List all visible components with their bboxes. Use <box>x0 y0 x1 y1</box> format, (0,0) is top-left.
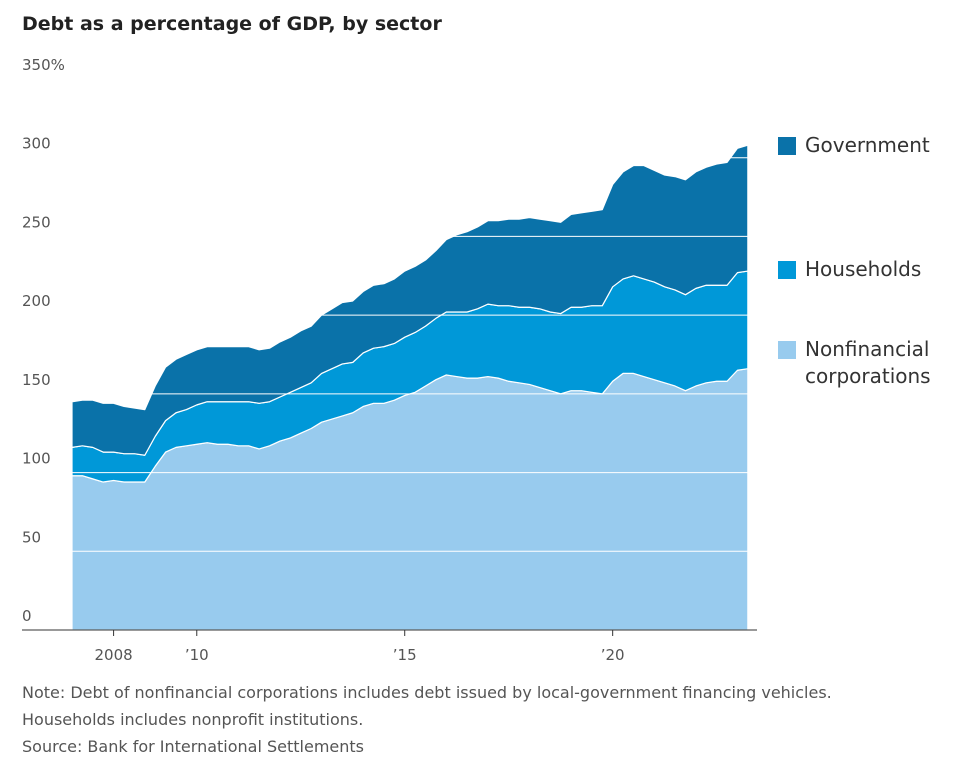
legend-swatch <box>778 261 796 279</box>
legend-label: Households <box>805 257 922 281</box>
x-tick-label: ’10 <box>185 646 209 664</box>
y-tick-label: 200 <box>22 292 51 310</box>
x-tick-label: 2008 <box>94 646 132 664</box>
legend-swatch <box>778 137 796 155</box>
chart-title: Debt as a percentage of GDP, by sector <box>22 13 442 35</box>
note: Note: Debt of nonfinancial corporations … <box>22 683 832 702</box>
y-tick-label: 300 <box>22 135 51 153</box>
note: Source: Bank for International Settlemen… <box>22 737 365 756</box>
y-tick-label: 50 <box>22 528 41 546</box>
note: Households includes nonprofit institutio… <box>22 710 364 729</box>
x-tick-label: ’15 <box>393 646 417 664</box>
area <box>71 144 749 456</box>
chart: Debt as a percentage of GDP, by sector 0… <box>22 13 757 664</box>
legend-label: Government <box>805 133 930 157</box>
areas <box>71 144 749 631</box>
y-tick-label: 0 <box>22 607 32 625</box>
legend-label: Nonfinancial corporations <box>805 337 931 388</box>
y-tick-label: 250 <box>22 213 51 231</box>
x-tick-label: ’20 <box>601 646 625 664</box>
y-tick-label: 150 <box>22 371 51 389</box>
grid <box>22 78 757 631</box>
y-tick-label: 350% <box>22 56 65 74</box>
legend-swatch <box>778 341 796 359</box>
y-tick-label: 100 <box>22 450 51 468</box>
